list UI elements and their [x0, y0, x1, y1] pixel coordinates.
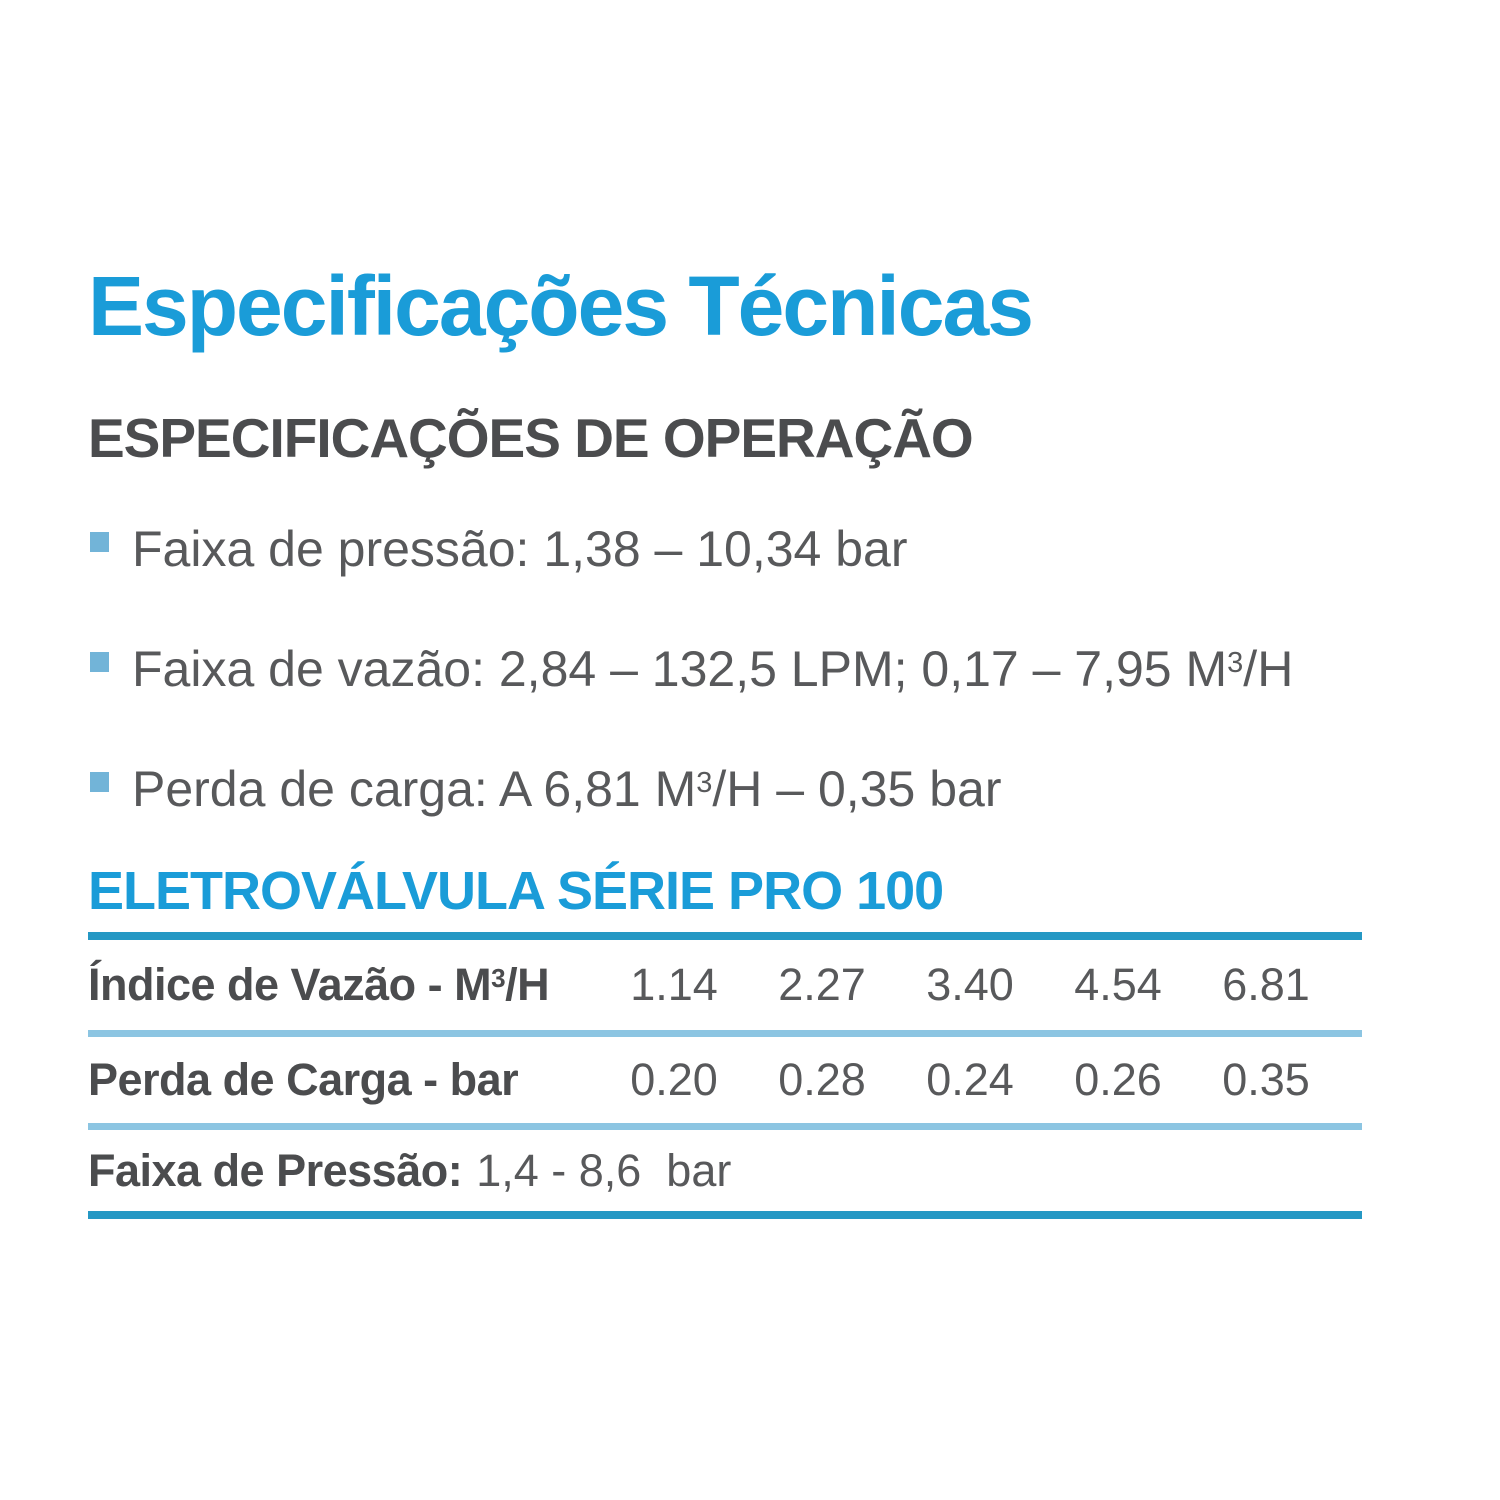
superscript: 3 — [696, 766, 713, 799]
operation-specs-list: Faixa de pressão: 1,38 – 10,34 bar Faixa… — [88, 516, 1468, 876]
table-cell: 0.35 — [1222, 1054, 1310, 1105]
table-row-flow-index: Índice de Vazão - M3/H 1.14 2.27 3.40 4.… — [88, 940, 1362, 1030]
table-row-head-loss: Perda de Carga - bar 0.20 0.28 0.24 0.26… — [88, 1037, 1362, 1123]
valve-series-heading: ELETROVÁLVULA SÉRIE PRO 100 — [88, 861, 944, 921]
row-label-pressure-range: Faixa de Pressão: — [88, 1144, 463, 1196]
list-item-text: Perda de carga: A 6,81 M3/H – 0,35 bar — [132, 761, 1002, 817]
list-item-text: Faixa de pressão: 1,38 – 10,34 bar — [132, 521, 908, 577]
operation-specs-heading: ESPECIFICAÇÕES DE OPERAÇÃO — [88, 407, 974, 469]
table-cell: 0.28 — [778, 1054, 866, 1105]
row-label-head-loss: Perda de Carga - bar — [88, 1054, 519, 1105]
list-item-flow-range: Faixa de vazão: 2,84 – 132,5 LPM; 0,17 –… — [88, 636, 1468, 710]
superscript: 3 — [1227, 646, 1244, 679]
bullet-square-icon — [90, 652, 109, 672]
table-cell: 0.26 — [1074, 1054, 1162, 1105]
list-item-text: Faixa de vazão: 2,84 – 132,5 LPM; 0,17 –… — [132, 641, 1294, 697]
table-divider — [88, 1030, 1362, 1037]
page-title: Especificações Técnicas — [88, 259, 1034, 353]
table-cell: 3.40 — [926, 959, 1014, 1010]
table-row-pressure-range: Faixa de Pressão: 1,4 - 8,6 bar — [88, 1130, 1362, 1211]
table-cell: 0.20 — [630, 1054, 718, 1105]
table-divider — [88, 1123, 1362, 1130]
bullet-square-icon — [90, 532, 109, 552]
list-item-head-loss: Perda de carga: A 6,81 M3/H – 0,35 bar — [88, 756, 1468, 830]
table-bottom-divider — [88, 1211, 1362, 1219]
pressure-range-value: 1,4 - 8,6 bar — [476, 1144, 732, 1196]
table-cell: 4.54 — [1074, 959, 1162, 1010]
valve-spec-table: Índice de Vazão - M3/H 1.14 2.27 3.40 4.… — [88, 932, 1362, 1219]
table-cell: 0.24 — [926, 1054, 1014, 1105]
bullet-square-icon — [90, 772, 109, 792]
table-cell: 2.27 — [778, 959, 866, 1010]
table-cell: 6.81 — [1222, 959, 1310, 1010]
pressure-range-line: Faixa de Pressão: 1,4 - 8,6 bar — [88, 1145, 731, 1197]
table-cell: 1.14 — [630, 959, 718, 1010]
superscript: 3 — [491, 962, 506, 993]
table-top-divider — [88, 932, 1362, 940]
row-label-flow-index: Índice de Vazão - M3/H — [88, 959, 550, 1010]
list-item-pressure-range: Faixa de pressão: 1,38 – 10,34 bar — [88, 516, 1468, 590]
